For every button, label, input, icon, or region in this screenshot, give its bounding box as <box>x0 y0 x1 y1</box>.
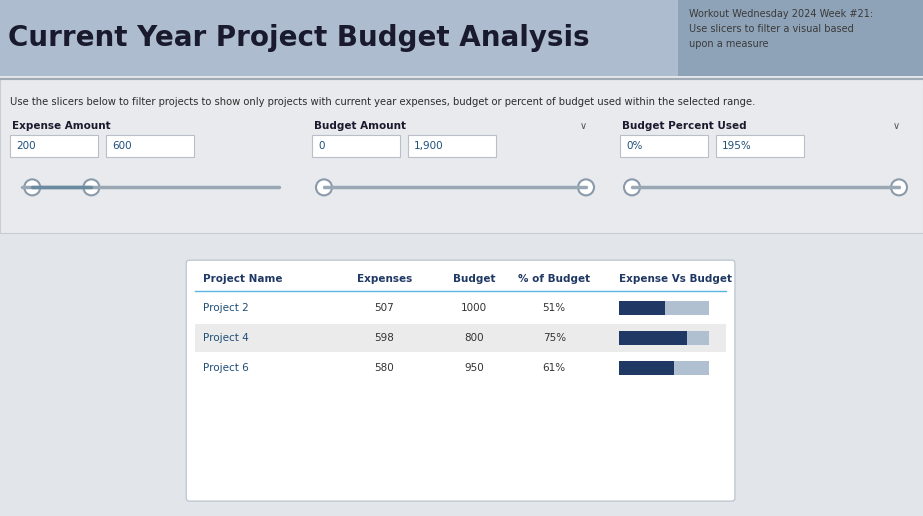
Text: 75%: 75% <box>543 333 566 343</box>
FancyBboxPatch shape <box>619 331 709 345</box>
Text: 0: 0 <box>318 141 325 151</box>
Text: Project 2: Project 2 <box>203 303 249 313</box>
Text: Current Year Project Budget Analysis: Current Year Project Budget Analysis <box>8 24 590 52</box>
Circle shape <box>891 180 907 196</box>
Circle shape <box>83 180 100 196</box>
Text: 950: 950 <box>464 363 484 373</box>
Text: 580: 580 <box>375 363 394 373</box>
Text: 1,900: 1,900 <box>414 141 444 151</box>
Text: 195%: 195% <box>722 141 751 151</box>
Text: Project 6: Project 6 <box>203 363 249 373</box>
FancyBboxPatch shape <box>716 135 804 157</box>
Text: Budget Amount: Budget Amount <box>314 121 406 132</box>
Text: % of Budget: % of Budget <box>518 274 591 284</box>
Text: Budget Percent Used: Budget Percent Used <box>622 121 747 132</box>
Text: Expense Amount: Expense Amount <box>12 121 111 132</box>
FancyBboxPatch shape <box>619 331 687 345</box>
Text: Project 4: Project 4 <box>203 333 249 343</box>
FancyBboxPatch shape <box>0 0 678 76</box>
Text: 600: 600 <box>112 141 132 151</box>
FancyBboxPatch shape <box>408 135 496 157</box>
Text: ∨: ∨ <box>580 121 587 132</box>
Text: 51%: 51% <box>543 303 566 313</box>
Text: 61%: 61% <box>543 363 566 373</box>
FancyBboxPatch shape <box>196 324 725 352</box>
FancyBboxPatch shape <box>619 361 709 375</box>
FancyBboxPatch shape <box>678 0 923 76</box>
Text: Budget: Budget <box>453 274 496 284</box>
Circle shape <box>316 180 332 196</box>
Text: 0%: 0% <box>626 141 642 151</box>
Text: 200: 200 <box>16 141 36 151</box>
Text: Expense Vs Budget: Expense Vs Budget <box>619 274 732 284</box>
Text: 1000: 1000 <box>462 303 487 313</box>
Text: 598: 598 <box>375 333 394 343</box>
Text: Expenses: Expenses <box>356 274 412 284</box>
FancyBboxPatch shape <box>10 135 98 157</box>
FancyBboxPatch shape <box>106 135 194 157</box>
FancyBboxPatch shape <box>0 236 923 516</box>
FancyBboxPatch shape <box>312 135 400 157</box>
Circle shape <box>624 180 640 196</box>
Text: 800: 800 <box>464 333 484 343</box>
Circle shape <box>578 180 594 196</box>
Text: Workout Wednesday 2024 Week #21:
Use slicers to filter a visual based
upon a mea: Workout Wednesday 2024 Week #21: Use sli… <box>689 9 873 49</box>
FancyBboxPatch shape <box>619 361 674 375</box>
Circle shape <box>24 180 41 196</box>
FancyBboxPatch shape <box>620 135 708 157</box>
Text: 507: 507 <box>375 303 394 313</box>
FancyBboxPatch shape <box>0 79 923 233</box>
FancyBboxPatch shape <box>196 294 725 322</box>
FancyBboxPatch shape <box>619 301 709 315</box>
Text: Project Name: Project Name <box>203 274 282 284</box>
FancyBboxPatch shape <box>196 354 725 382</box>
Text: Use the slicers below to filter projects to show only projects with current year: Use the slicers below to filter projects… <box>10 98 755 107</box>
FancyBboxPatch shape <box>619 301 665 315</box>
Text: ∨: ∨ <box>893 121 900 132</box>
FancyBboxPatch shape <box>186 260 735 501</box>
